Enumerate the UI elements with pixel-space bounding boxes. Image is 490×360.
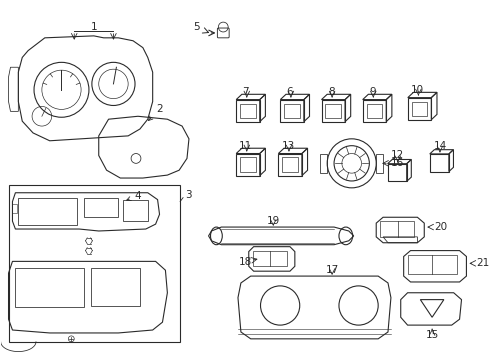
Text: 9: 9 bbox=[369, 87, 376, 97]
Text: 11: 11 bbox=[239, 141, 252, 151]
Bar bbox=[408, 255, 457, 274]
Bar bbox=[123, 199, 148, 221]
Text: 16: 16 bbox=[391, 158, 404, 168]
Bar bbox=[18, 198, 77, 225]
Bar bbox=[84, 198, 119, 217]
Bar bbox=[12, 203, 17, 213]
Text: 12: 12 bbox=[391, 150, 404, 161]
Text: 17: 17 bbox=[325, 265, 339, 275]
Bar bbox=[240, 104, 256, 118]
Text: 4: 4 bbox=[127, 191, 141, 201]
Text: 20: 20 bbox=[434, 222, 447, 232]
Bar bbox=[282, 157, 298, 172]
Bar bbox=[380, 221, 415, 237]
Text: 10: 10 bbox=[411, 85, 424, 95]
Text: 2: 2 bbox=[148, 104, 163, 121]
Text: 3: 3 bbox=[185, 190, 192, 200]
Text: 19: 19 bbox=[267, 216, 280, 226]
Text: 7: 7 bbox=[243, 87, 249, 97]
Bar bbox=[325, 104, 341, 118]
Text: 13: 13 bbox=[281, 141, 294, 151]
Text: 5: 5 bbox=[194, 22, 200, 32]
Text: 14: 14 bbox=[433, 141, 446, 151]
Bar bbox=[240, 157, 256, 172]
Bar bbox=[15, 268, 84, 307]
Text: 15: 15 bbox=[425, 330, 439, 340]
Text: 6: 6 bbox=[287, 87, 293, 97]
Bar bbox=[284, 104, 300, 118]
Bar bbox=[388, 164, 407, 181]
Text: 1: 1 bbox=[91, 22, 97, 32]
Bar bbox=[430, 154, 449, 172]
Text: 21: 21 bbox=[476, 258, 490, 268]
Bar bbox=[412, 102, 427, 116]
Bar bbox=[253, 251, 287, 266]
Bar bbox=[91, 268, 140, 306]
Text: 18: 18 bbox=[239, 257, 252, 267]
Text: 8: 8 bbox=[328, 87, 335, 97]
Bar bbox=[367, 104, 382, 118]
Bar bbox=[8, 185, 180, 342]
